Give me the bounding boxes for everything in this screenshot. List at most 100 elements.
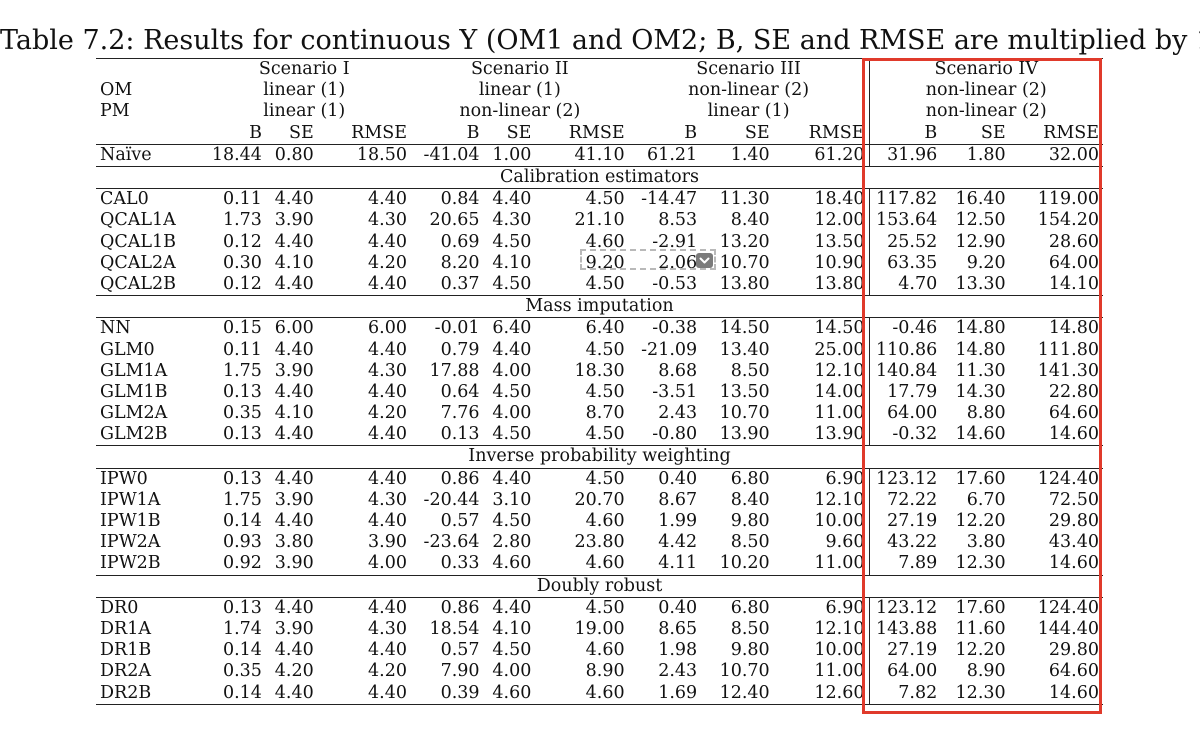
- data-cell: 0.12: [222, 231, 262, 252]
- data-cell: 4.40: [274, 468, 314, 489]
- data-cell: 0.15: [222, 318, 262, 339]
- data-cell: -2.91: [652, 231, 698, 252]
- data-cell: -0.32: [869, 424, 942, 447]
- data-cell: 63.35: [887, 252, 938, 273]
- data-cell: 64.60: [1048, 403, 1099, 424]
- data-cell: 12.90: [955, 231, 1006, 252]
- data-cell: 4.40: [274, 511, 314, 532]
- data-cell: 4.70: [869, 273, 942, 297]
- data-cell: 4.40: [317, 273, 412, 297]
- data-cell: 4.40: [368, 231, 408, 252]
- data-cell: 29.80: [1048, 640, 1099, 661]
- table-row: GLM1B 0.13 4.40 4.40 0.64 4.50 4.50 -3.51 13.50 1…: [96, 381, 1103, 403]
- table-row: GLM2A 0.35 4.10 4.20 7.76 4.00 8.70 2.43 10.70 11…: [96, 403, 1103, 425]
- data-cell: 25.00: [773, 339, 870, 361]
- results-table: Scenario I Scenario II Scenario III Scen…: [96, 58, 1103, 705]
- data-cell: 0.13: [222, 381, 262, 402]
- table-row: DR2B 0.14 4.40 4.40 0.39 4.60 4.60 1.69 12.40 12.…: [96, 682, 1103, 705]
- data-cell: 4.40: [265, 273, 318, 297]
- data-cell: 64.60: [1048, 661, 1099, 682]
- cell-dropdown-button[interactable]: [696, 253, 713, 268]
- data-cell: 124.40: [1037, 597, 1099, 618]
- row-label: QCAL2B: [96, 273, 198, 297]
- data-cell: 14.50: [719, 318, 770, 339]
- data-cell: 153.64: [876, 210, 938, 231]
- data-cell: 4.60: [483, 553, 536, 576]
- table-row: QCAL1A 1.73 3.90 4.30 20.65 4.30 21.10 8.53 8.40…: [96, 210, 1103, 232]
- pm-label: PM: [100, 101, 130, 122]
- data-cell: 4.40: [274, 597, 314, 618]
- data-cell: 18.54: [429, 618, 480, 639]
- data-cell: 7.82: [869, 682, 942, 705]
- data-cell: 4.30: [492, 210, 532, 231]
- row-label: GLM1A: [100, 360, 168, 381]
- data-cell: 23.80: [574, 532, 625, 553]
- data-cell: 4.42: [658, 532, 698, 553]
- metric-header: B: [411, 122, 484, 145]
- data-cell: 4.00: [492, 360, 532, 381]
- data-cell: 13.40: [719, 339, 770, 360]
- data-cell: 7.76: [440, 403, 480, 424]
- data-cell: 6.90: [773, 597, 870, 619]
- data-cell: 6.40: [585, 318, 625, 339]
- data-cell: 25.52: [887, 231, 938, 252]
- data-cell: 3.90: [265, 553, 318, 576]
- pm-header-row: PM linear (1) non-linear (2) linear (1) …: [96, 101, 1103, 123]
- data-cell: 0.33: [411, 553, 484, 576]
- section-header-row: Mass imputation: [96, 295, 1103, 319]
- data-cell: 4.60: [585, 640, 625, 661]
- data-cell: 13.90: [701, 424, 774, 447]
- data-cell: 20.65: [429, 210, 480, 231]
- data-cell: 72.22: [887, 489, 938, 510]
- data-cell: 4.40: [368, 189, 408, 210]
- data-cell: 1.98: [658, 640, 698, 661]
- data-cell: 4.30: [368, 489, 408, 510]
- data-cell: 8.53: [658, 210, 698, 231]
- table-row: NN 0.15 6.00 6.00 -0.01 6.40 6.40 -0.38 14.50 14.…: [96, 317, 1103, 340]
- data-cell: 4.40: [274, 381, 314, 402]
- data-cell: 144.40: [1037, 618, 1099, 639]
- row-label: GLM2A: [100, 403, 168, 424]
- data-cell: 117.82: [876, 189, 938, 210]
- data-cell: 3.90: [274, 210, 314, 231]
- data-cell: 0.13: [197, 424, 266, 447]
- data-cell: 8.40: [730, 210, 770, 231]
- data-cell: 4.40: [274, 231, 314, 252]
- scenario-2-header: Scenario II: [411, 58, 629, 81]
- data-cell: 4.00: [492, 661, 532, 682]
- row-label: DR1A: [100, 618, 151, 639]
- data-cell: 12.30: [941, 682, 1010, 705]
- data-cell: 19.00: [574, 618, 625, 639]
- data-cell: 2.80: [492, 532, 532, 553]
- row-label: GLM1B: [100, 381, 168, 402]
- data-cell: 0.12: [197, 273, 266, 297]
- data-cell: 11.00: [773, 403, 870, 425]
- data-cell: 4.50: [585, 468, 625, 489]
- scenario-1-om: linear (1): [263, 80, 346, 101]
- data-cell: 0.80: [265, 144, 318, 167]
- data-cell: 3.90: [274, 360, 314, 381]
- data-cell: 8.70: [585, 403, 625, 424]
- row-label: Naïve: [96, 144, 198, 167]
- data-cell: 9.20: [585, 252, 625, 273]
- scenario-3-header: Scenario III: [628, 58, 870, 81]
- data-cell: 14.80: [1048, 318, 1099, 339]
- data-cell: 4.50: [492, 381, 532, 402]
- data-cell: 13.80: [773, 273, 870, 297]
- data-cell: 0.11: [222, 189, 262, 210]
- data-cell: 1.80: [941, 144, 1010, 167]
- data-cell: 4.50: [492, 511, 532, 532]
- data-cell: -21.09: [641, 339, 698, 360]
- data-cell: 3.80: [966, 532, 1006, 553]
- table-row: QCAL2B 0.12 4.40 4.40 0.37 4.50 4.50 -0.53 13.80…: [96, 273, 1103, 297]
- data-cell: 4.40: [492, 468, 532, 489]
- data-cell: 12.30: [941, 553, 1010, 576]
- data-cell: 4.40: [265, 424, 318, 447]
- cell-edit-box[interactable]: [580, 249, 716, 270]
- data-cell: 0.57: [440, 511, 480, 532]
- data-cell: 64.00: [1048, 252, 1099, 273]
- data-cell: 8.40: [730, 489, 770, 510]
- data-cell: 4.30: [368, 210, 408, 231]
- data-cell: 0.11: [222, 339, 262, 360]
- data-cell: 1.73: [222, 210, 262, 231]
